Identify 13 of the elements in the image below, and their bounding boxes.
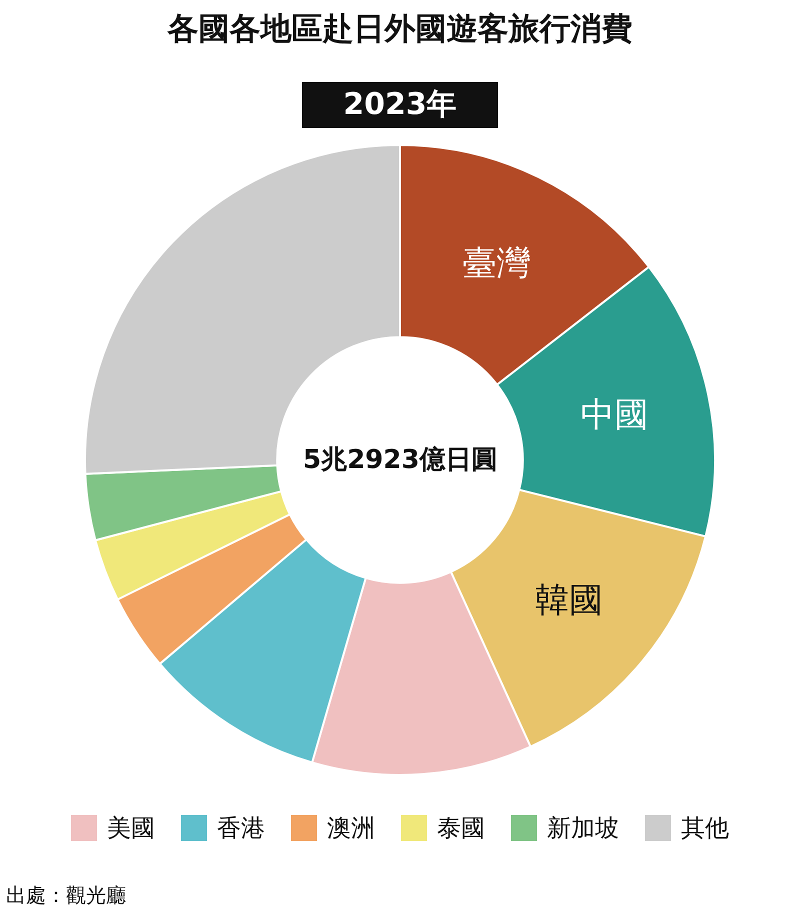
legend-label: 其他 [681, 813, 729, 844]
legend-label: 新加坡 [547, 813, 619, 844]
legend-label: 美國 [107, 813, 155, 844]
chart-subtitle: 2023年 [302, 82, 498, 128]
slice-label: 臺灣 [462, 243, 530, 284]
text: 出處：觀光廳 [6, 882, 126, 909]
text: 5兆2923億日圓 [303, 445, 498, 475]
slice-label: 韓國 [534, 580, 603, 621]
legend-label: 泰國 [437, 813, 485, 844]
slice-label: 中國 [580, 394, 648, 435]
chart-title: 各國各地區赴日外國遊客旅行消費 [166, 10, 634, 49]
legend-label: 香港 [217, 813, 265, 844]
legend-label: 澳洲 [327, 813, 375, 844]
